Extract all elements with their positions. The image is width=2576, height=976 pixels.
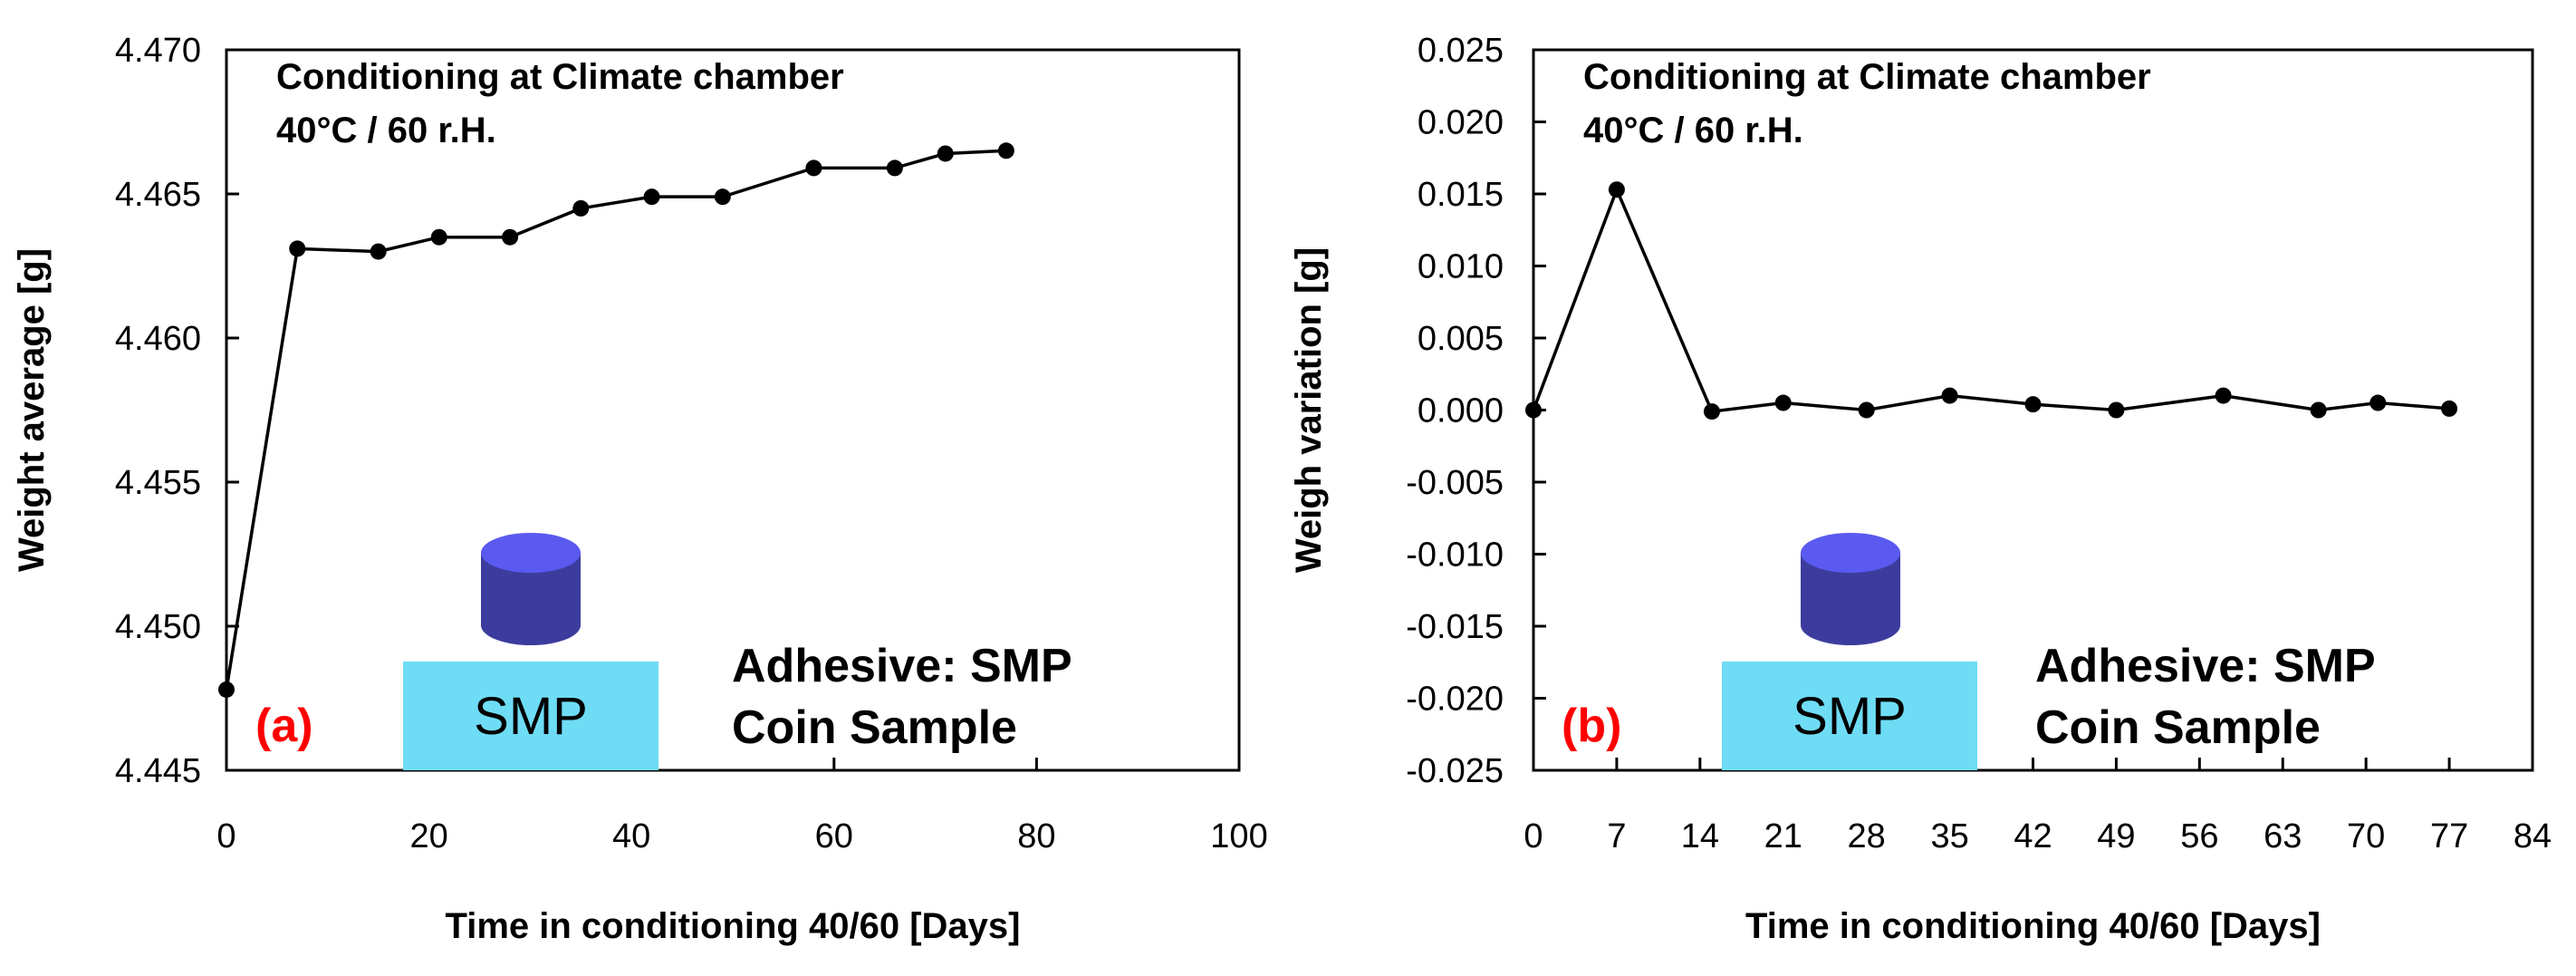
inset-label-line-2: Coin Sample [732, 701, 1017, 754]
x-tick-label: 60 [815, 817, 853, 855]
data-point [2310, 401, 2327, 419]
data-point [289, 240, 306, 257]
data-point [502, 228, 519, 246]
panel-label: (a) [255, 700, 313, 752]
data-point [997, 142, 1014, 159]
chart-panel-a: 4.445 4.450 4.455 4.460 4.465 4.470 0 20 40 60 80 1… [12, 32, 1268, 946]
y-axis-label: Weight average [g] [12, 248, 52, 572]
data-point [643, 188, 660, 206]
plot-area-frame [225, 48, 1241, 772]
cylinder-coin-icon [1801, 533, 1900, 645]
data-point [430, 228, 447, 246]
x-tick-label: 77 [2430, 817, 2468, 855]
y-tick-label: 4.445 [115, 752, 201, 790]
annotation-line-1: Conditioning at Climate chamber [1583, 57, 2151, 97]
y-tick-label: 0.025 [1418, 32, 1504, 70]
annotation-line-2: 40°C / 60 r.H. [276, 111, 496, 150]
x-tick-label: 28 [1848, 817, 1886, 855]
data-point [886, 159, 903, 177]
data-point [1703, 403, 1720, 420]
y-tick-label: 0.005 [1418, 320, 1504, 358]
y-tick-label: 0.015 [1418, 176, 1504, 214]
data-point [2441, 400, 2458, 417]
inset-label-line-1: Adhesive: SMP [2035, 640, 2376, 692]
x-tick-label: 21 [1764, 817, 1802, 855]
smp-substrate-block [1722, 662, 1977, 770]
x-tick-label: 7 [1607, 817, 1626, 855]
data-point [2108, 401, 2125, 419]
series-line [1532, 185, 2450, 413]
x-tick-label: 20 [409, 817, 447, 855]
data-point [1774, 394, 1792, 411]
data-point [805, 159, 822, 177]
y-tick-label: -0.025 [1406, 752, 1504, 790]
y-tick-label: 4.465 [115, 176, 201, 214]
data-point [572, 199, 590, 217]
x-tick-label: 100 [1210, 817, 1267, 855]
smp-substrate-block [403, 662, 658, 770]
y-tick-label: -0.015 [1406, 608, 1504, 646]
x-tick-label: 14 [1681, 817, 1719, 855]
data-point [370, 243, 387, 260]
y-tick-label: -0.020 [1406, 681, 1504, 719]
y-axis-label: Weigh variation [g] [1289, 247, 1329, 573]
inset-label-line-2: Coin Sample [2035, 701, 2321, 754]
substrate-label: SMP [474, 687, 588, 746]
y-tick-label: 0.010 [1418, 248, 1504, 286]
data-point [714, 188, 731, 206]
annotation-line-2: 40°C / 60 r.H. [1583, 111, 1803, 150]
data-point [2369, 394, 2387, 411]
y-tick-label: 0.020 [1418, 104, 1504, 142]
x-tick-label: 80 [1017, 817, 1055, 855]
x-tick-label: 0 [1523, 817, 1543, 855]
x-tick-label: 42 [2014, 817, 2052, 855]
x-tick-label: 63 [2264, 817, 2302, 855]
panel-label: (b) [1562, 700, 1621, 752]
chart-panel-b: -0.025 -0.020 -0.015 -0.010 -0.005 0.000 0.005… [1289, 32, 2552, 946]
y-tick-label: -0.010 [1406, 536, 1504, 575]
x-tick-label: 49 [2097, 817, 2135, 855]
data-point [1608, 181, 1625, 198]
data-point [1525, 401, 1542, 419]
inset-label-line-1: Adhesive: SMP [732, 640, 1072, 692]
x-tick-label: 0 [216, 817, 235, 855]
x-tick-label: 35 [1930, 817, 1968, 855]
cylinder-coin-icon [481, 533, 581, 645]
data-point [1941, 387, 1958, 404]
series-line [225, 149, 1006, 691]
x-tick-label: 56 [2180, 817, 2218, 855]
y-tick-label: 4.455 [115, 464, 201, 502]
x-axis-label: Time in conditioning 40/60 [Days] [1745, 906, 2321, 946]
y-tick-label: 4.450 [115, 608, 201, 646]
y-tick-label: 0.000 [1418, 392, 1504, 430]
x-tick-label: 40 [612, 817, 650, 855]
annotation-line-1: Conditioning at Climate chamber [276, 57, 844, 97]
data-point [937, 145, 954, 162]
data-point [1858, 401, 1875, 419]
x-axis-label: Time in conditioning 40/60 [Days] [446, 906, 1021, 946]
x-tick-label: 84 [2514, 817, 2552, 855]
y-tick-label: 4.470 [115, 32, 201, 70]
x-tick-label: 70 [2347, 817, 2385, 855]
data-point [2024, 396, 2042, 413]
y-tick-label: -0.005 [1406, 464, 1504, 502]
substrate-label: SMP [1793, 687, 1907, 746]
data-point [218, 681, 235, 698]
y-tick-label: 4.460 [115, 320, 201, 358]
data-point [2215, 387, 2232, 404]
